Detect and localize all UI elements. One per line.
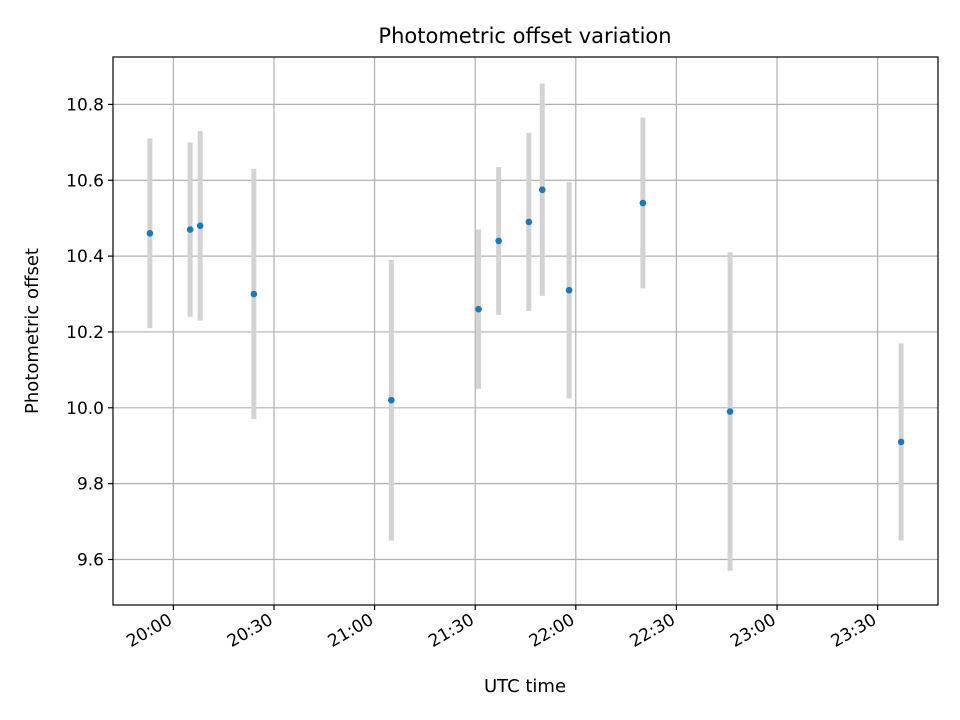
data-point <box>250 290 258 298</box>
plot-frame <box>112 56 939 606</box>
y-tick-label: 10.8 <box>66 95 104 115</box>
y-tick-label: 10.0 <box>66 399 104 419</box>
data-point <box>525 218 533 226</box>
grid <box>113 57 938 605</box>
data-point <box>475 305 482 313</box>
data-point <box>538 186 546 194</box>
data-point <box>146 230 154 237</box>
y-tick-label: 9.8 <box>77 475 104 495</box>
data-point <box>388 396 395 404</box>
y-tick-label: 9.6 <box>77 550 104 570</box>
chart-title: Photometric offset variation <box>378 24 671 48</box>
data-point <box>565 286 573 294</box>
y-tick-label: 10.6 <box>66 171 104 191</box>
data-point <box>186 226 194 233</box>
data-points <box>146 186 905 446</box>
data-point <box>726 408 734 415</box>
y-tick-label: 10.4 <box>66 247 104 267</box>
data-point <box>897 438 905 446</box>
data-point <box>495 237 502 245</box>
data-point <box>196 222 204 230</box>
x-axis-label: UTC time <box>484 676 566 697</box>
y-tick-label: 10.2 <box>66 323 104 343</box>
y-axis-label: Photometric offset <box>22 248 43 414</box>
data-point <box>639 199 647 207</box>
